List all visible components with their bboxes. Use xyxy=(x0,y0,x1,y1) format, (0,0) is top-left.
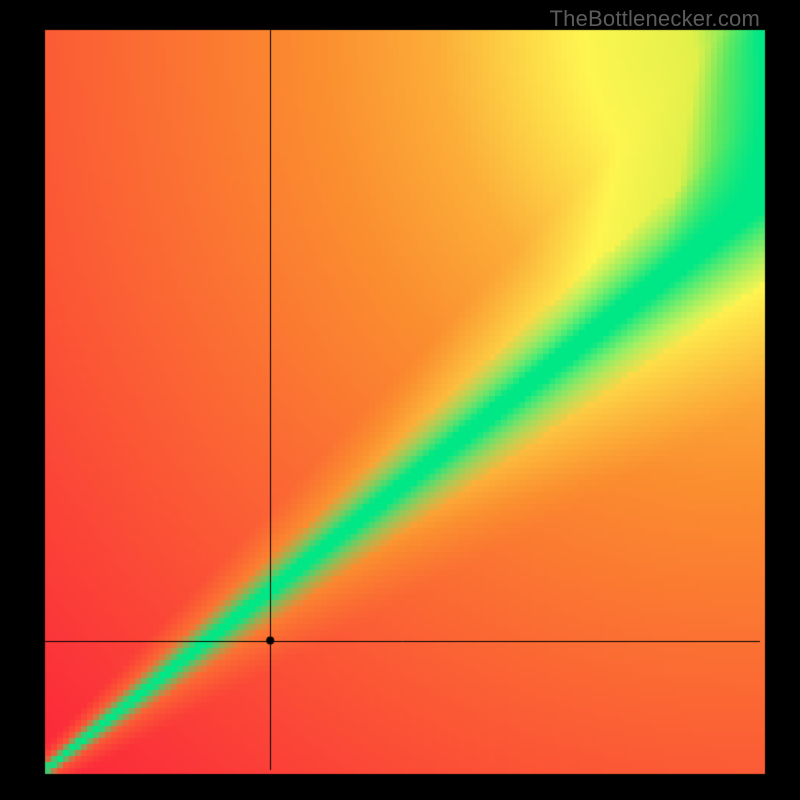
bottleneck-heatmap-container: TheBottlenecker.com xyxy=(0,0,800,800)
heatmap-canvas xyxy=(0,0,800,800)
watermark-text: TheBottlenecker.com xyxy=(550,6,760,32)
